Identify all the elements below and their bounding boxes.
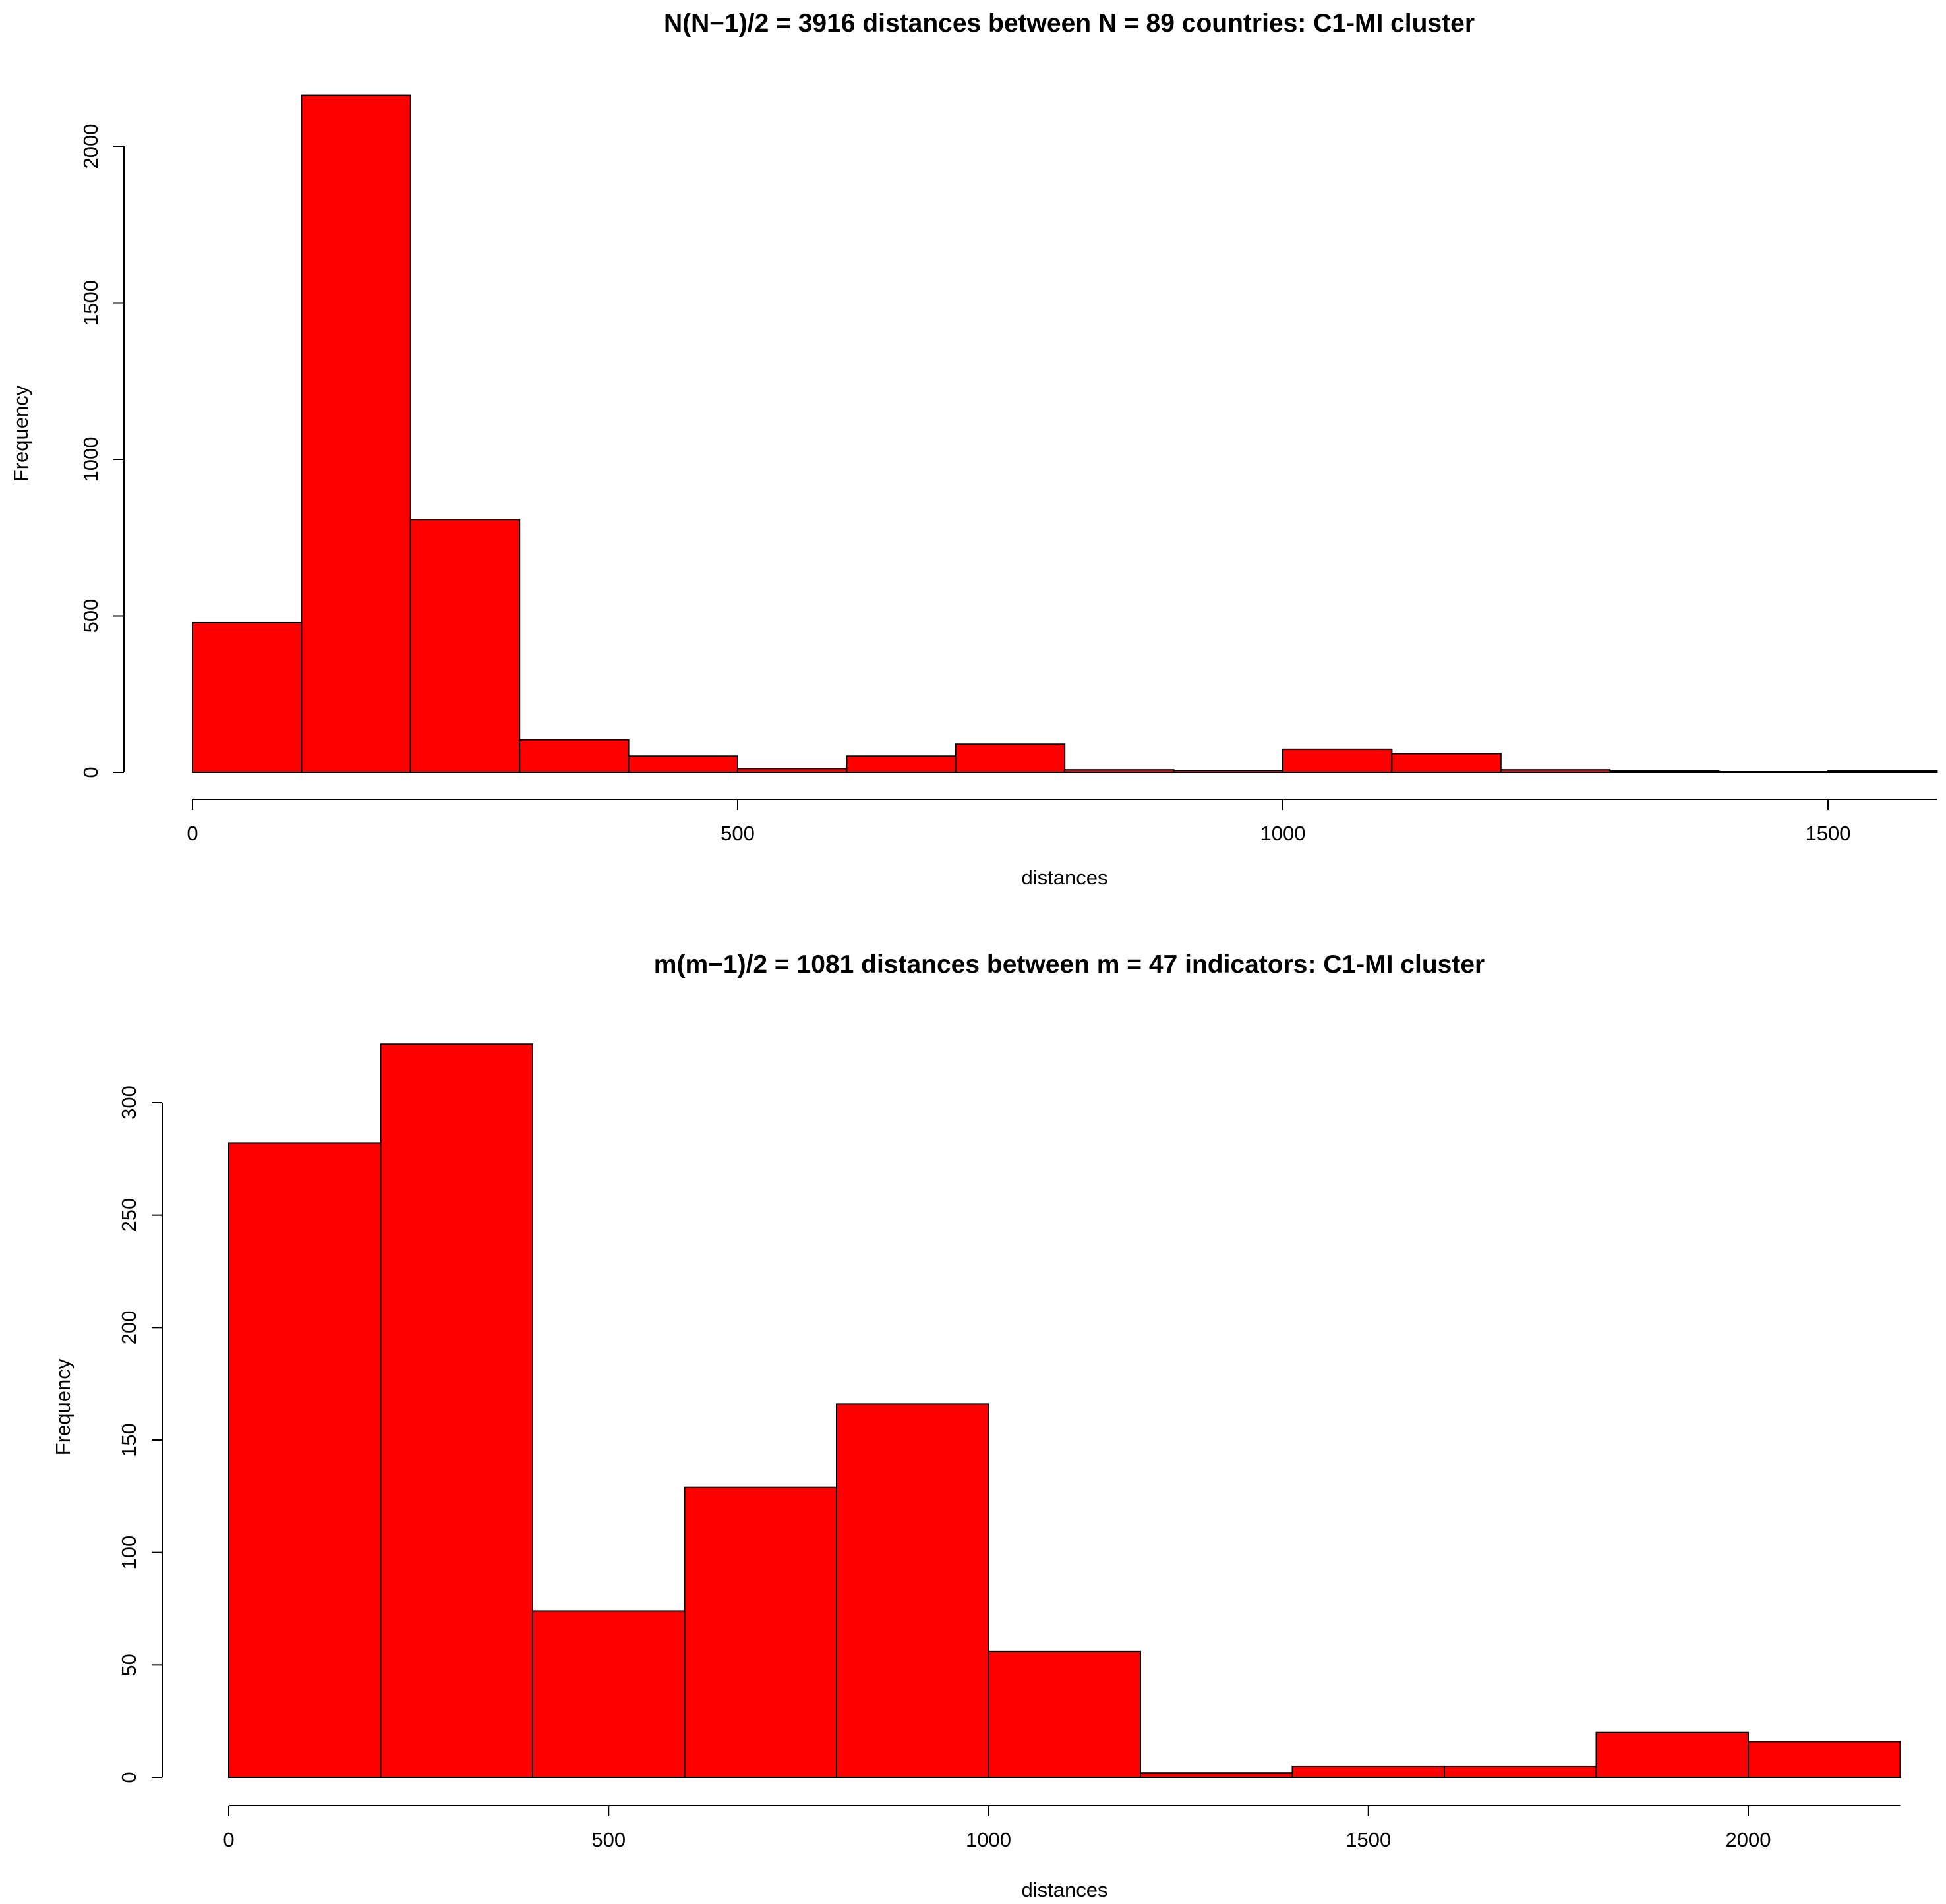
histogram-bar: [192, 621, 303, 774]
x-axis: 0 500 1000 1500: [187, 799, 1937, 845]
histogram-bar: [1140, 1772, 1293, 1779]
y-tick-label: 0: [79, 766, 102, 778]
y-axis: 0 500 1000 1500 2000: [79, 124, 125, 778]
histogram-bar: [519, 739, 630, 773]
x-axis-label: distances: [1022, 1878, 1108, 1901]
histogram-bar: [1444, 1765, 1597, 1779]
x-axis-label: distances: [1022, 866, 1108, 889]
histogram-bar: [380, 1043, 533, 1778]
histogram-bar: [1391, 753, 1502, 773]
x-tick-label: 500: [721, 822, 755, 845]
histogram-bar: [532, 1610, 686, 1778]
histogram-bars: [228, 1043, 1901, 1779]
y-axis-label: Frequency: [9, 385, 32, 482]
histogram-bar: [1748, 1741, 1901, 1779]
x-tick-label: 1500: [1345, 1828, 1391, 1851]
y-tick-label: 500: [79, 599, 102, 633]
histogram-bar: [1064, 769, 1175, 773]
chart-title: m(m−1)/2 = 1081 distances between m = 47…: [654, 950, 1485, 979]
histogram-bar: [836, 1403, 989, 1779]
histogram-bar: [684, 1486, 837, 1778]
y-tick-label: 150: [117, 1423, 140, 1457]
y-tick-label: 0: [117, 1772, 140, 1783]
y-axis-label: Frequency: [51, 1358, 74, 1455]
histogram-bar: [955, 743, 1066, 773]
histogram-bar: [301, 94, 411, 774]
y-tick-label: 200: [117, 1310, 140, 1344]
y-tick-label: 50: [117, 1654, 140, 1676]
y-tick-label: 1500: [79, 280, 102, 326]
histogram-bar: [628, 755, 738, 774]
histogram-bar: [1609, 770, 1720, 773]
x-tick-label: 1000: [1260, 822, 1306, 845]
x-axis: 0 500 1000 1500 2000: [223, 1805, 1901, 1851]
x-tick-label: 0: [187, 822, 198, 845]
indicators-distance-histogram: m(m−1)/2 = 1081 distances between m = 47…: [51, 950, 1901, 1901]
y-tick-label: 100: [117, 1536, 140, 1570]
y-tick-label: 1000: [79, 437, 102, 482]
histogram-bar: [1595, 1731, 1749, 1779]
y-axis: 0 50 100 150 200 250 300: [117, 1085, 163, 1783]
y-tick-label: 250: [117, 1198, 140, 1232]
x-tick-label: 0: [223, 1828, 234, 1851]
histogram-bar: [1291, 1765, 1445, 1779]
histogram-bar: [1173, 770, 1283, 774]
x-tick-label: 2000: [1726, 1828, 1771, 1851]
histogram-bar: [1827, 770, 1938, 773]
x-tick-label: 1500: [1806, 822, 1851, 845]
histogram-bar: [409, 519, 521, 773]
histogram-bar: [737, 768, 848, 774]
histogram-bar: [1282, 748, 1393, 773]
histogram-bars: [192, 94, 1938, 774]
x-tick-label: 1000: [966, 1828, 1011, 1851]
chart-title: N(N−1)/2 = 3916 distances between N = 89…: [664, 9, 1475, 38]
histogram-bar: [988, 1650, 1141, 1778]
countries-distance-histogram: N(N−1)/2 = 3916 distances between N = 89…: [9, 9, 1938, 889]
y-tick-label: 300: [117, 1085, 140, 1120]
y-tick-label: 2000: [79, 124, 102, 169]
x-tick-label: 500: [591, 1828, 626, 1851]
histogram-bar: [1500, 769, 1611, 773]
histogram-bar: [846, 755, 957, 774]
histogram-bar: [228, 1142, 382, 1778]
